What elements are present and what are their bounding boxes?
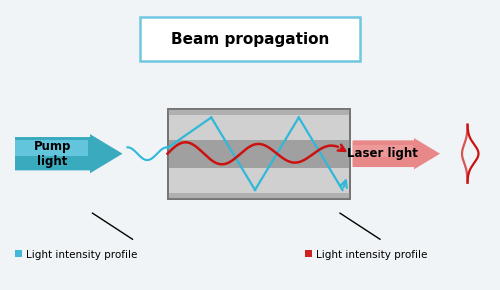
Bar: [168, 109, 350, 199]
Text: Pump
light: Pump light: [34, 140, 71, 168]
Bar: [168, 193, 350, 199]
Bar: [168, 109, 350, 199]
Text: Light intensity profile: Light intensity profile: [26, 250, 138, 260]
Bar: [305, 250, 312, 257]
Text: Laser light: Laser light: [347, 147, 418, 160]
Bar: [15, 250, 22, 257]
FancyBboxPatch shape: [140, 17, 360, 61]
Text: Light intensity profile: Light intensity profile: [316, 250, 428, 260]
FancyArrow shape: [352, 138, 440, 169]
Bar: [168, 109, 350, 115]
FancyArrow shape: [352, 145, 412, 157]
FancyArrow shape: [15, 134, 122, 173]
Text: Beam propagation: Beam propagation: [171, 32, 329, 47]
FancyArrow shape: [15, 140, 88, 156]
Bar: [168, 140, 350, 168]
